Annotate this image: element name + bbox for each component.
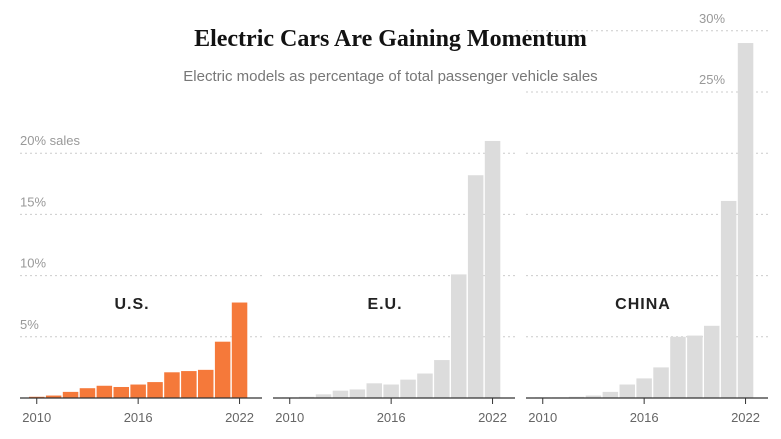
bar-2015: [619, 384, 635, 398]
bar-2014: [349, 389, 366, 398]
x-tick-label: 2016: [630, 410, 659, 425]
bar-2017: [147, 382, 163, 398]
bar-2016: [636, 378, 652, 398]
x-tick-label: 2010: [275, 410, 304, 425]
x-tick-label: 2022: [225, 410, 254, 425]
bar-2020: [451, 274, 467, 398]
x-tick-label: 2010: [528, 410, 557, 425]
y-tick-label: 30%: [699, 11, 725, 26]
bar-2019: [687, 335, 703, 398]
bar-2014: [602, 391, 619, 398]
bar-2013: [79, 388, 96, 398]
bar-2016: [383, 384, 399, 398]
x-tick-label: 2016: [377, 410, 406, 425]
x-tick-label: 2010: [22, 410, 51, 425]
y-tick-label: 20% sales: [20, 133, 80, 148]
x-tick-label: 2022: [478, 410, 507, 425]
chart-title: Electric Cars Are Gaining Momentum: [194, 26, 587, 52]
bar-2012: [62, 391, 79, 398]
y-tick-label: 5%: [20, 317, 39, 332]
bar-2019: [434, 360, 450, 398]
bar-2021: [467, 175, 484, 398]
bar-2017: [653, 367, 669, 398]
chart-subtitle: Electric models as percentage of total p…: [183, 68, 598, 85]
bar-2021: [214, 341, 231, 398]
bar-2013: [332, 390, 349, 398]
y-tick-label: 15%: [20, 194, 46, 209]
bar-2018: [670, 336, 686, 398]
x-tick-label: 2016: [124, 410, 153, 425]
bar-2018: [417, 373, 433, 398]
y-tick-label: 10%: [20, 256, 46, 271]
bar-2022: [231, 302, 248, 398]
bar-2015: [366, 383, 382, 398]
bar-2016: [130, 384, 146, 398]
bar-2019: [181, 371, 197, 398]
bar-2014: [96, 385, 113, 398]
panel-title: CHINA: [615, 296, 671, 313]
bar-2011: [45, 395, 62, 398]
bar-2022: [484, 140, 501, 398]
y-tick-label: 25%: [699, 72, 725, 87]
panel-title: E.U.: [367, 296, 402, 313]
bar-2022: [737, 43, 754, 398]
bar-2020: [198, 369, 214, 398]
bar-2018: [164, 372, 180, 398]
panel-title: U.S.: [114, 296, 149, 313]
bar-2021: [720, 200, 737, 398]
bar-2010: [29, 396, 45, 398]
bar-2011: [298, 396, 315, 398]
bar-2015: [113, 386, 129, 398]
bar-2012: [315, 394, 332, 398]
bar-2020: [704, 325, 720, 398]
bar-2012: [568, 396, 585, 398]
bar-2017: [400, 379, 416, 398]
x-tick-label: 2022: [731, 410, 760, 425]
bar-2013: [585, 395, 602, 398]
